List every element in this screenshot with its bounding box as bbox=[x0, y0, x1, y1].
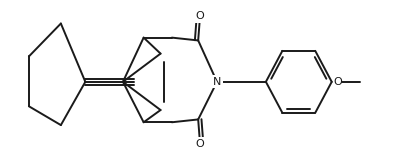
Text: N: N bbox=[212, 77, 221, 87]
Text: O: O bbox=[332, 77, 341, 87]
Text: O: O bbox=[195, 139, 204, 149]
Text: O: O bbox=[195, 11, 204, 21]
